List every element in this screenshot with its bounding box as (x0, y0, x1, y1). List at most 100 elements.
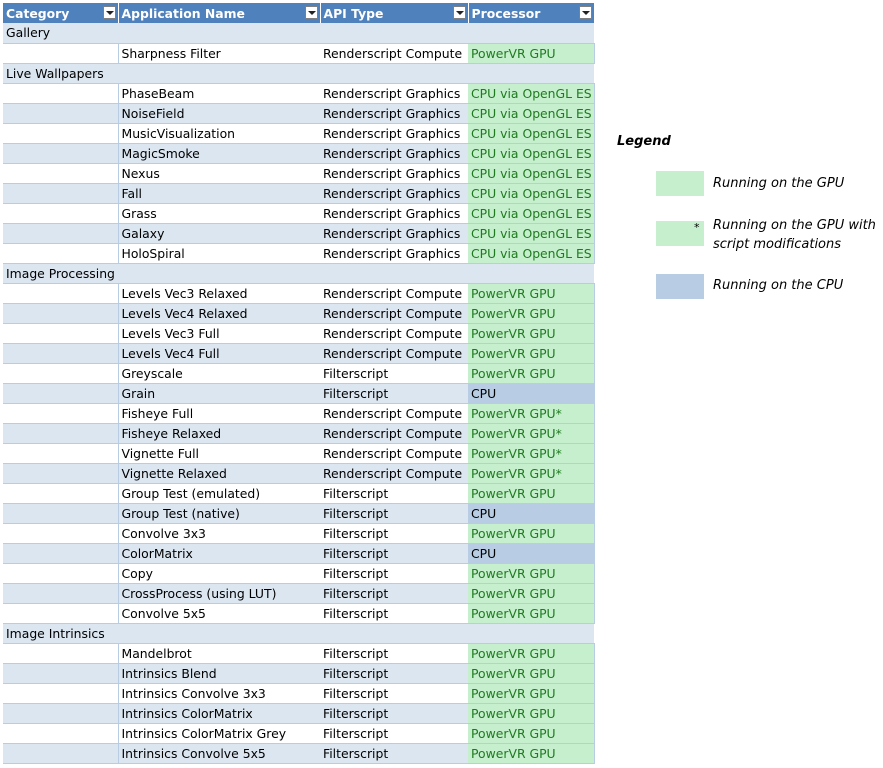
category-cell[interactable] (3, 103, 119, 124)
filter-dropdown-icon[interactable] (578, 6, 592, 19)
column-header-processor[interactable]: Processor (468, 3, 595, 23)
category-cell[interactable] (3, 703, 119, 724)
category-cell[interactable] (3, 643, 119, 664)
processor-cell[interactable]: PowerVR GPU (468, 703, 595, 724)
api-type-cell[interactable]: Filterscript (320, 563, 468, 584)
category-cell[interactable] (3, 403, 119, 424)
api-type-cell[interactable]: Filterscript (320, 363, 468, 384)
category-cell[interactable] (3, 183, 119, 204)
category-cell[interactable] (3, 483, 119, 504)
processor-cell[interactable]: PowerVR GPU (468, 723, 595, 744)
application-name-cell[interactable]: Vignette Relaxed (118, 463, 320, 484)
application-name-cell[interactable]: Convolve 3x3 (118, 523, 320, 544)
application-name-cell[interactable]: Sharpness Filter (118, 43, 320, 64)
category-cell[interactable] (3, 723, 119, 744)
category-label[interactable]: Live Wallpapers (3, 63, 594, 84)
application-name-cell[interactable]: ColorMatrix (118, 543, 320, 564)
api-type-cell[interactable]: Renderscript Graphics (320, 203, 468, 224)
api-type-cell[interactable]: Renderscript Graphics (320, 183, 468, 204)
processor-cell[interactable]: PowerVR GPU (468, 643, 595, 664)
category-cell[interactable] (3, 283, 119, 304)
application-name-cell[interactable]: MusicVisualization (118, 123, 320, 144)
category-cell[interactable] (3, 743, 119, 764)
api-type-cell[interactable]: Renderscript Graphics (320, 243, 468, 264)
category-cell[interactable] (3, 663, 119, 684)
processor-cell[interactable]: CPU via OpenGL ES (468, 223, 595, 244)
api-type-cell[interactable]: Filterscript (320, 543, 468, 564)
application-name-cell[interactable]: Levels Vec4 Relaxed (118, 303, 320, 324)
application-name-cell[interactable]: Intrinsics ColorMatrix (118, 703, 320, 724)
api-type-cell[interactable]: Filterscript (320, 383, 468, 404)
application-name-cell[interactable]: Intrinsics ColorMatrix Grey (118, 723, 320, 744)
processor-cell[interactable]: PowerVR GPU (468, 523, 595, 544)
processor-cell[interactable]: PowerVR GPU (468, 283, 595, 304)
application-name-cell[interactable]: Copy (118, 563, 320, 584)
application-name-cell[interactable]: PhaseBeam (118, 83, 320, 104)
api-type-cell[interactable]: Renderscript Graphics (320, 143, 468, 164)
category-cell[interactable] (3, 323, 119, 344)
processor-cell[interactable]: PowerVR GPU (468, 363, 595, 384)
processor-cell[interactable]: CPU via OpenGL ES (468, 243, 595, 264)
processor-cell[interactable]: PowerVR GPU (468, 483, 595, 504)
api-type-cell[interactable]: Renderscript Graphics (320, 83, 468, 104)
category-cell[interactable] (3, 423, 119, 444)
api-type-cell[interactable]: Renderscript Compute (320, 303, 468, 324)
application-name-cell[interactable]: HoloSpiral (118, 243, 320, 264)
processor-cell[interactable]: PowerVR GPU (468, 43, 595, 64)
filter-dropdown-icon[interactable] (304, 6, 318, 19)
processor-cell[interactable]: PowerVR GPU (468, 563, 595, 584)
processor-cell[interactable]: PowerVR GPU (468, 743, 595, 764)
category-cell[interactable] (3, 443, 119, 464)
category-cell[interactable] (3, 463, 119, 484)
application-name-cell[interactable]: Vignette Full (118, 443, 320, 464)
application-name-cell[interactable]: Intrinsics Blend (118, 663, 320, 684)
category-label[interactable]: Image Intrinsics (3, 623, 594, 644)
application-name-cell[interactable]: Greyscale (118, 363, 320, 384)
category-label[interactable]: Gallery (3, 23, 594, 44)
column-header-application-name[interactable]: Application Name (118, 3, 321, 23)
api-type-cell[interactable]: Renderscript Compute (320, 403, 468, 424)
processor-cell[interactable]: CPU (468, 503, 595, 524)
column-header-api-type[interactable]: API Type (320, 3, 469, 23)
category-cell[interactable] (3, 683, 119, 704)
processor-cell[interactable]: PowerVR GPU* (468, 443, 595, 464)
category-label[interactable]: Image Processing (3, 263, 594, 284)
application-name-cell[interactable]: Levels Vec3 Relaxed (118, 283, 320, 304)
category-cell[interactable] (3, 203, 119, 224)
api-type-cell[interactable]: Filterscript (320, 503, 468, 524)
api-type-cell[interactable]: Renderscript Compute (320, 43, 468, 64)
api-type-cell[interactable]: Filterscript (320, 683, 468, 704)
category-cell[interactable] (3, 223, 119, 244)
category-cell[interactable] (3, 563, 119, 584)
processor-cell[interactable]: PowerVR GPU (468, 583, 595, 604)
category-cell[interactable] (3, 43, 119, 64)
api-type-cell[interactable]: Renderscript Graphics (320, 103, 468, 124)
api-type-cell[interactable]: Filterscript (320, 703, 468, 724)
api-type-cell[interactable]: Filterscript (320, 603, 468, 624)
processor-cell[interactable]: PowerVR GPU (468, 603, 595, 624)
application-name-cell[interactable]: Convolve 5x5 (118, 603, 320, 624)
application-name-cell[interactable]: Nexus (118, 163, 320, 184)
processor-cell[interactable]: PowerVR GPU (468, 663, 595, 684)
api-type-cell[interactable]: Filterscript (320, 723, 468, 744)
processor-cell[interactable]: PowerVR GPU* (468, 463, 595, 484)
category-cell[interactable] (3, 123, 119, 144)
application-name-cell[interactable]: Mandelbrot (118, 643, 320, 664)
api-type-cell[interactable]: Renderscript Compute (320, 323, 468, 344)
application-name-cell[interactable]: Grain (118, 383, 320, 404)
api-type-cell[interactable]: Filterscript (320, 743, 468, 764)
category-cell[interactable] (3, 83, 119, 104)
processor-cell[interactable]: CPU via OpenGL ES (468, 203, 595, 224)
application-name-cell[interactable]: NoiseField (118, 103, 320, 124)
processor-cell[interactable]: PowerVR GPU (468, 343, 595, 364)
application-name-cell[interactable]: Group Test (native) (118, 503, 320, 524)
processor-cell[interactable]: CPU via OpenGL ES (468, 103, 595, 124)
application-name-cell[interactable]: Levels Vec3 Full (118, 323, 320, 344)
processor-cell[interactable]: CPU via OpenGL ES (468, 83, 595, 104)
category-cell[interactable] (3, 383, 119, 404)
api-type-cell[interactable]: Renderscript Compute (320, 423, 468, 444)
category-cell[interactable] (3, 243, 119, 264)
api-type-cell[interactable]: Renderscript Graphics (320, 123, 468, 144)
filter-dropdown-icon[interactable] (102, 6, 116, 19)
api-type-cell[interactable]: Renderscript Compute (320, 283, 468, 304)
